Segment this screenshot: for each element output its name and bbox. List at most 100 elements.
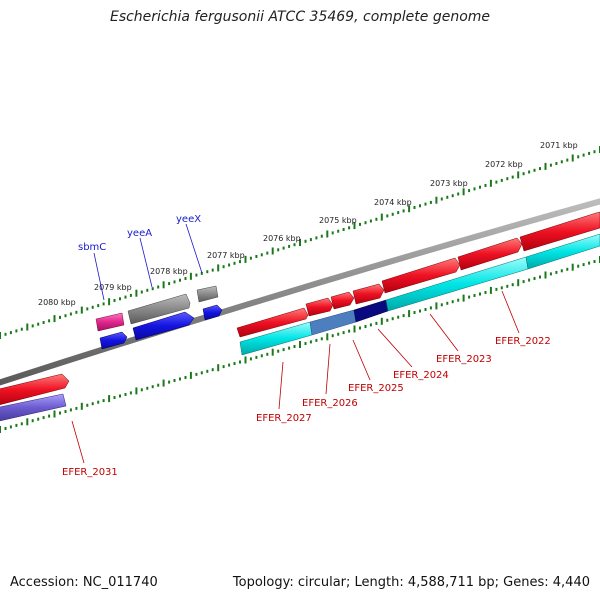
scale-tick-minor — [64, 314, 67, 318]
scale-label: 2073 kbp — [430, 179, 468, 188]
scale-tick-minor — [566, 158, 569, 162]
scale-tick-minor — [304, 342, 307, 345]
scale-tick-major — [244, 255, 247, 263]
gene-red-b[interactable] — [305, 297, 334, 317]
label-yeeX[interactable]: yeeX — [176, 214, 201, 225]
scale-tick-minor — [146, 288, 149, 292]
label-EFER_2027[interactable]: EFER_2027 — [256, 413, 312, 424]
scale-tick-minor — [119, 394, 121, 398]
scale-tick-minor — [233, 261, 236, 265]
scale-tick-minor — [457, 298, 460, 302]
scale-tick-minor — [473, 294, 476, 297]
scale-tick-minor — [424, 202, 427, 206]
scale-tick-minor — [582, 263, 585, 267]
scale-tick-minor — [386, 318, 389, 322]
gene-EFER_2027[interactable] — [236, 307, 309, 338]
label-EFER_2022[interactable]: EFER_2022 — [495, 336, 551, 347]
scale-tick-minor — [69, 312, 72, 316]
scale-tick-minor — [369, 323, 372, 327]
scale-label: 2079 kbp — [94, 283, 132, 292]
scale-tick-minor — [419, 309, 421, 313]
scale-tick-major — [435, 196, 438, 204]
scale-tick-minor — [86, 403, 89, 407]
label-EFER_2026[interactable]: EFER_2026 — [302, 398, 358, 409]
scale-tick-minor — [277, 349, 280, 353]
scale-tick-major — [462, 294, 465, 302]
scale-tick-major — [408, 205, 411, 213]
label-EFER_2024[interactable]: EFER_2024 — [393, 370, 449, 381]
scale-tick-minor — [479, 292, 481, 296]
scale-tick-minor — [560, 160, 563, 164]
gene-blue-1[interactable] — [99, 331, 128, 350]
gene-yeeA-grey[interactable] — [127, 293, 191, 325]
scale-tick-minor — [413, 311, 416, 314]
scale-tick-minor — [42, 416, 45, 420]
scale-tick-minor — [113, 396, 116, 399]
scale-tick-major — [162, 379, 165, 387]
scale-tick-minor — [533, 168, 536, 172]
label-EFER_2023[interactable]: EFER_2023 — [436, 354, 492, 365]
scale-tick-major — [271, 348, 274, 356]
gene-red-f[interactable] — [457, 237, 523, 271]
scale-tick-minor — [206, 369, 209, 373]
scale-label: 2078 kbp — [150, 267, 188, 276]
scale-tick-minor — [500, 178, 503, 182]
label-sbmC[interactable]: sbmC — [78, 242, 106, 253]
gene-red-e[interactable] — [381, 257, 461, 294]
scale-tick-minor — [277, 248, 280, 252]
scale-tick-major — [517, 171, 520, 179]
scale-tick-minor — [113, 299, 116, 302]
scale-tick-minor — [337, 229, 340, 233]
scale-tick-minor — [97, 304, 100, 308]
gene-yeeX-grey[interactable] — [196, 285, 219, 303]
lower-gene-labels — [71, 290, 520, 464]
scale-tick-major — [380, 317, 383, 325]
scale-tick-minor — [69, 408, 72, 412]
gene-blue-2[interactable] — [132, 311, 195, 341]
scale-tick-minor — [331, 334, 334, 338]
gene-EFER_2031-red[interactable] — [0, 373, 70, 406]
scale-tick-minor — [140, 388, 143, 392]
upper-scale-ticks — [0, 146, 600, 339]
scale-tick-minor — [539, 275, 541, 279]
scale-tick-major — [108, 298, 111, 306]
scale-tick-minor — [86, 307, 89, 311]
scale-tick-minor — [588, 261, 591, 265]
scale-tick-minor — [129, 293, 132, 297]
label-yeeA[interactable]: yeeA — [127, 228, 152, 239]
scale-tick-major — [462, 188, 465, 196]
scale-tick-minor — [315, 236, 318, 240]
scale-tick-minor — [119, 297, 121, 301]
scale-tick-minor — [369, 219, 372, 223]
scale-tick-minor — [397, 315, 400, 319]
scale-tick-minor — [206, 270, 209, 274]
scale-tick-minor — [124, 295, 127, 299]
scale-tick-major — [189, 371, 192, 379]
scale-tick-minor — [91, 305, 94, 309]
scale-tick-minor — [402, 209, 405, 213]
label-EFER_2025[interactable]: EFER_2025 — [348, 383, 404, 394]
scale-tick-minor — [200, 371, 203, 375]
gene-red-g[interactable] — [519, 211, 600, 252]
scale-tick-major — [108, 395, 111, 403]
scale-tick-minor — [348, 329, 351, 333]
accession-text: Accession: NC_011740 — [10, 575, 158, 590]
gene-red-d[interactable] — [352, 283, 385, 305]
scale-tick-minor — [533, 277, 536, 280]
scale-tick-minor — [255, 355, 258, 359]
scale-tick-minor — [255, 255, 258, 258]
track-cyan-3[interactable] — [525, 233, 600, 270]
scale-tick-minor — [37, 417, 40, 421]
gene-blue-3[interactable] — [202, 304, 223, 321]
scale-label: 2075 kbp — [319, 216, 357, 225]
scale-tick-minor — [375, 217, 378, 221]
gene-red-c[interactable] — [330, 291, 355, 310]
label-EFER_2031[interactable]: EFER_2031 — [62, 467, 118, 478]
scale-tick-minor — [157, 383, 160, 387]
track-lavender[interactable] — [0, 393, 67, 422]
scale-tick-minor — [42, 321, 45, 324]
scale-tick-major — [517, 279, 520, 287]
scale-tick-minor — [375, 321, 378, 325]
gene-sbmC-magenta[interactable] — [95, 312, 125, 332]
scale-tick-major — [26, 323, 29, 331]
